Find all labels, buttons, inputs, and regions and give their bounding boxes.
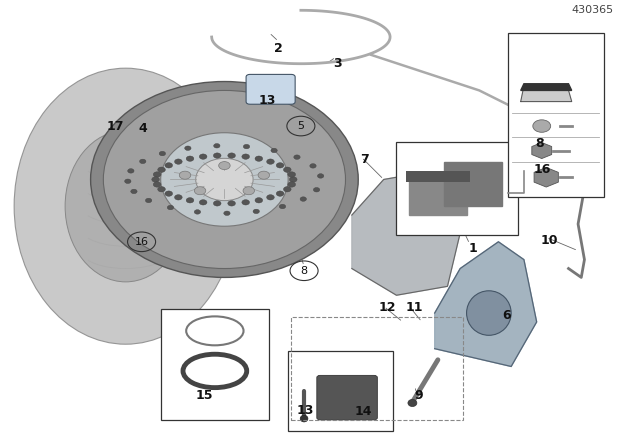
Ellipse shape — [65, 130, 186, 282]
Ellipse shape — [219, 162, 230, 170]
Ellipse shape — [196, 158, 253, 201]
Ellipse shape — [161, 133, 288, 226]
Ellipse shape — [228, 201, 236, 206]
Ellipse shape — [284, 167, 291, 172]
Ellipse shape — [289, 177, 297, 182]
FancyBboxPatch shape — [317, 375, 378, 420]
Ellipse shape — [243, 144, 250, 149]
Ellipse shape — [242, 200, 250, 205]
FancyBboxPatch shape — [246, 74, 295, 104]
Ellipse shape — [14, 68, 237, 344]
Ellipse shape — [267, 195, 275, 200]
FancyBboxPatch shape — [508, 33, 604, 197]
Ellipse shape — [103, 90, 346, 268]
FancyBboxPatch shape — [161, 309, 269, 420]
Ellipse shape — [195, 210, 200, 214]
Ellipse shape — [255, 156, 262, 161]
Ellipse shape — [214, 143, 220, 148]
Ellipse shape — [125, 179, 131, 184]
Ellipse shape — [258, 171, 269, 179]
Ellipse shape — [185, 146, 191, 151]
Text: 3: 3 — [333, 57, 342, 70]
Text: 10: 10 — [541, 234, 558, 247]
Ellipse shape — [253, 209, 259, 214]
Ellipse shape — [242, 154, 250, 159]
Text: 8: 8 — [301, 266, 308, 276]
Ellipse shape — [276, 191, 284, 196]
Ellipse shape — [310, 164, 316, 168]
Text: 8: 8 — [536, 138, 544, 151]
Ellipse shape — [288, 182, 296, 187]
Text: 9: 9 — [415, 389, 423, 402]
Ellipse shape — [159, 151, 166, 156]
Ellipse shape — [91, 82, 358, 277]
Ellipse shape — [314, 188, 320, 192]
Ellipse shape — [131, 189, 137, 194]
Polygon shape — [409, 180, 467, 215]
Ellipse shape — [186, 156, 194, 161]
Ellipse shape — [213, 201, 221, 206]
Polygon shape — [521, 84, 572, 90]
Ellipse shape — [267, 159, 275, 164]
Ellipse shape — [175, 159, 182, 164]
Ellipse shape — [288, 172, 296, 177]
Polygon shape — [444, 162, 502, 206]
Ellipse shape — [228, 153, 236, 158]
Ellipse shape — [300, 415, 308, 422]
Ellipse shape — [165, 191, 173, 196]
Ellipse shape — [533, 120, 550, 132]
Text: 2: 2 — [274, 42, 283, 55]
Ellipse shape — [276, 163, 284, 168]
Text: 11: 11 — [406, 301, 423, 314]
Ellipse shape — [213, 153, 221, 158]
FancyBboxPatch shape — [396, 142, 518, 235]
Ellipse shape — [271, 148, 277, 153]
Text: 16: 16 — [533, 163, 550, 176]
Ellipse shape — [255, 198, 262, 203]
Ellipse shape — [294, 155, 300, 159]
Text: 7: 7 — [360, 153, 369, 166]
Text: 17: 17 — [106, 121, 124, 134]
Ellipse shape — [157, 186, 165, 192]
Ellipse shape — [300, 197, 307, 201]
Text: 1: 1 — [468, 242, 477, 255]
Ellipse shape — [175, 195, 182, 200]
Ellipse shape — [224, 211, 230, 215]
Text: 16: 16 — [134, 237, 148, 247]
Ellipse shape — [179, 171, 191, 179]
Ellipse shape — [408, 400, 417, 406]
FancyBboxPatch shape — [288, 351, 394, 431]
Ellipse shape — [153, 182, 161, 187]
Ellipse shape — [153, 172, 161, 177]
Ellipse shape — [152, 177, 159, 182]
Ellipse shape — [199, 200, 207, 205]
Ellipse shape — [199, 154, 207, 159]
Polygon shape — [521, 86, 572, 102]
Ellipse shape — [279, 204, 285, 209]
Text: 14: 14 — [355, 405, 372, 418]
Polygon shape — [435, 242, 537, 366]
Text: 6: 6 — [502, 309, 511, 322]
Text: 15: 15 — [195, 389, 212, 402]
Ellipse shape — [140, 159, 146, 164]
Text: 430365: 430365 — [571, 5, 613, 15]
Ellipse shape — [165, 163, 173, 168]
Text: 13: 13 — [259, 94, 276, 107]
Ellipse shape — [186, 198, 194, 203]
Ellipse shape — [467, 291, 511, 335]
Text: 4: 4 — [138, 122, 147, 135]
Text: 5: 5 — [298, 121, 305, 131]
Ellipse shape — [127, 169, 134, 173]
Text: 12: 12 — [379, 301, 396, 314]
Ellipse shape — [145, 198, 152, 202]
Ellipse shape — [243, 187, 255, 195]
Text: 13: 13 — [297, 404, 314, 417]
Ellipse shape — [103, 180, 148, 233]
Ellipse shape — [317, 174, 324, 178]
Ellipse shape — [167, 205, 173, 210]
Ellipse shape — [195, 187, 206, 195]
FancyBboxPatch shape — [406, 171, 470, 182]
Ellipse shape — [284, 186, 291, 192]
Ellipse shape — [157, 167, 165, 172]
